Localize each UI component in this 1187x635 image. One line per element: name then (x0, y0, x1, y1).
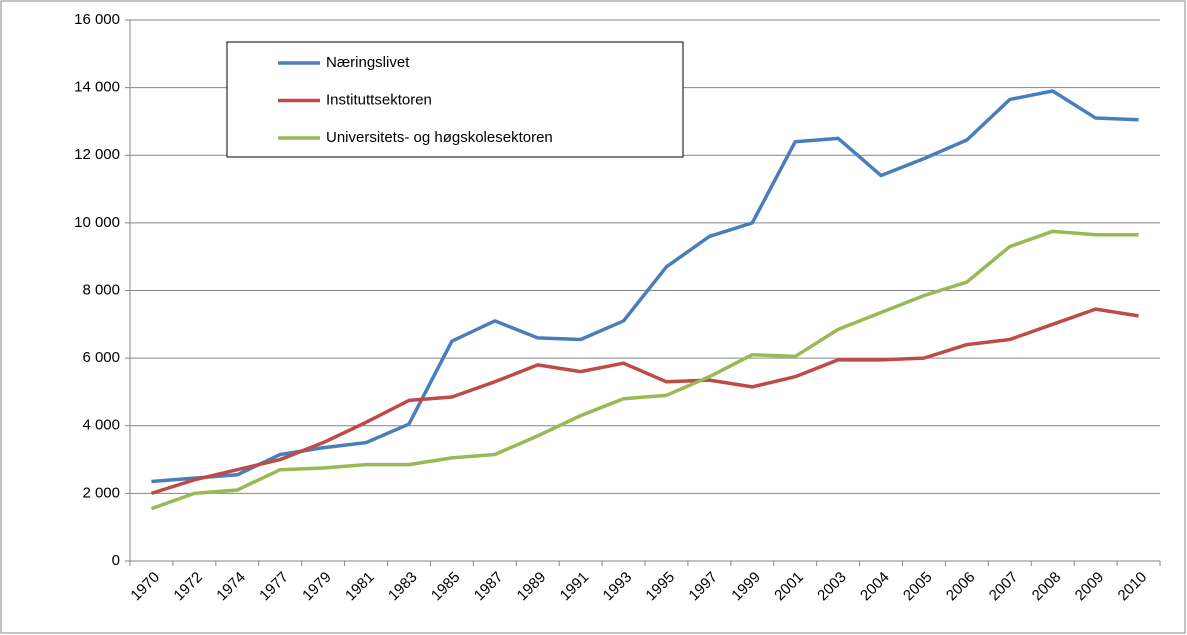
y-tick-label: 2 000 (82, 484, 120, 501)
legend-label: Næringslivet (326, 54, 410, 71)
y-tick-label: 4 000 (82, 417, 120, 434)
series-line (150, 307, 1139, 496)
y-tick-label: 6 000 (82, 349, 120, 366)
y-tick-label: 8 000 (82, 281, 120, 298)
y-tick-label: 16 000 (74, 11, 120, 28)
y-tick-label: 10 000 (74, 214, 120, 231)
y-tick-label: 12 000 (74, 146, 120, 163)
legend-label: Instituttsektoren (326, 91, 432, 108)
y-tick-label: 14 000 (74, 79, 120, 96)
y-tick-label: 0 (112, 552, 120, 569)
legend: Næringslivet Instituttsektoren Universitet… (226, 41, 684, 158)
series-line (150, 229, 1139, 511)
legend-label: Universitets- og høgskolesektoren (326, 129, 553, 146)
series-line (151, 89, 1139, 484)
